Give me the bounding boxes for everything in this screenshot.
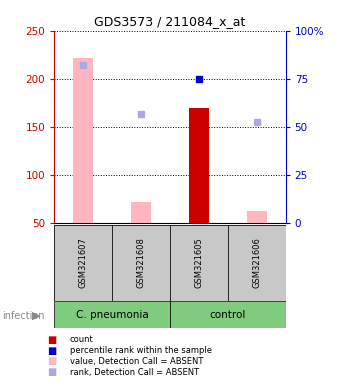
- Text: ■: ■: [48, 356, 57, 366]
- Text: GSM321606: GSM321606: [252, 238, 261, 288]
- Text: control: control: [210, 310, 246, 320]
- Bar: [246, 211, 267, 223]
- Text: rank, Detection Call = ABSENT: rank, Detection Call = ABSENT: [70, 367, 199, 377]
- Text: GSM321608: GSM321608: [137, 238, 146, 288]
- Bar: [228, 225, 286, 301]
- Text: count: count: [70, 335, 94, 344]
- Bar: [73, 58, 94, 223]
- Text: percentile rank within the sample: percentile rank within the sample: [70, 346, 212, 355]
- Bar: [189, 108, 209, 223]
- Bar: [170, 301, 286, 328]
- Text: infection: infection: [2, 311, 44, 321]
- Title: GDS3573 / 211084_x_at: GDS3573 / 211084_x_at: [94, 15, 246, 28]
- Text: GSM321607: GSM321607: [79, 238, 88, 288]
- Text: ■: ■: [48, 335, 57, 345]
- Text: ▶: ▶: [32, 311, 41, 321]
- Bar: [112, 225, 170, 301]
- Text: ■: ■: [48, 367, 57, 377]
- Bar: [170, 225, 228, 301]
- Bar: [54, 225, 112, 301]
- Bar: [131, 202, 151, 223]
- Text: GSM321605: GSM321605: [194, 238, 203, 288]
- Text: value, Detection Call = ABSENT: value, Detection Call = ABSENT: [70, 357, 203, 366]
- Bar: [54, 301, 170, 328]
- Text: C. pneumonia: C. pneumonia: [76, 310, 149, 320]
- Text: ■: ■: [48, 346, 57, 356]
